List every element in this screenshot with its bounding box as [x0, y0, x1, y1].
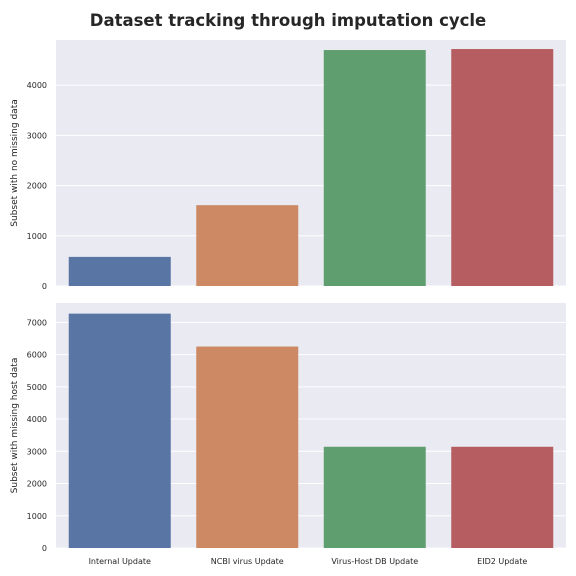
y-tick-label: 0	[42, 282, 47, 291]
y-tick-label: 6000	[27, 351, 47, 360]
bar-virus-host-db-update	[323, 446, 426, 548]
x-tick-label: NCBI virus Update	[211, 557, 284, 566]
y-axis-label: Subset with missing host data	[10, 358, 20, 494]
bar-eid2-update	[451, 446, 554, 548]
bar-ncbi-virus-update	[196, 205, 299, 286]
y-tick-label: 3000	[27, 131, 47, 140]
y-tick-label: 1000	[27, 512, 47, 521]
bar-ncbi-virus-update	[196, 346, 299, 548]
y-tick-label: 2000	[27, 480, 47, 489]
y-axis-label: Subset with no missing data	[10, 99, 20, 226]
top-panel: 0 1000 2000 3000 4000 Subset with no missing …	[10, 40, 566, 291]
x-tick-label: Internal Update	[89, 557, 151, 566]
y-tick-label: 5000	[27, 383, 47, 392]
y-tick-label: 4000	[27, 415, 47, 424]
x-tick-label: Virus-Host DB Update	[331, 557, 418, 566]
y-tick-label: 1000	[27, 232, 47, 241]
x-tick-label: EID2 Update	[477, 557, 527, 566]
y-tick-label: 2000	[27, 182, 47, 191]
y-tick-label: 7000	[27, 318, 47, 327]
y-tick-label: 4000	[27, 81, 47, 90]
bar-eid2-update	[451, 49, 554, 286]
y-tick-label: 3000	[27, 447, 47, 456]
chart-title: Dataset tracking through imputation cycl…	[90, 11, 486, 30]
bar-internal-update	[68, 313, 171, 548]
bar-internal-update	[68, 256, 171, 286]
y-tick-label: 0	[42, 544, 47, 553]
bar-virus-host-db-update	[323, 50, 426, 286]
bottom-panel: 0 1000 2000 3000 4000 5000 6000 7000 Internal Up…	[10, 303, 566, 566]
